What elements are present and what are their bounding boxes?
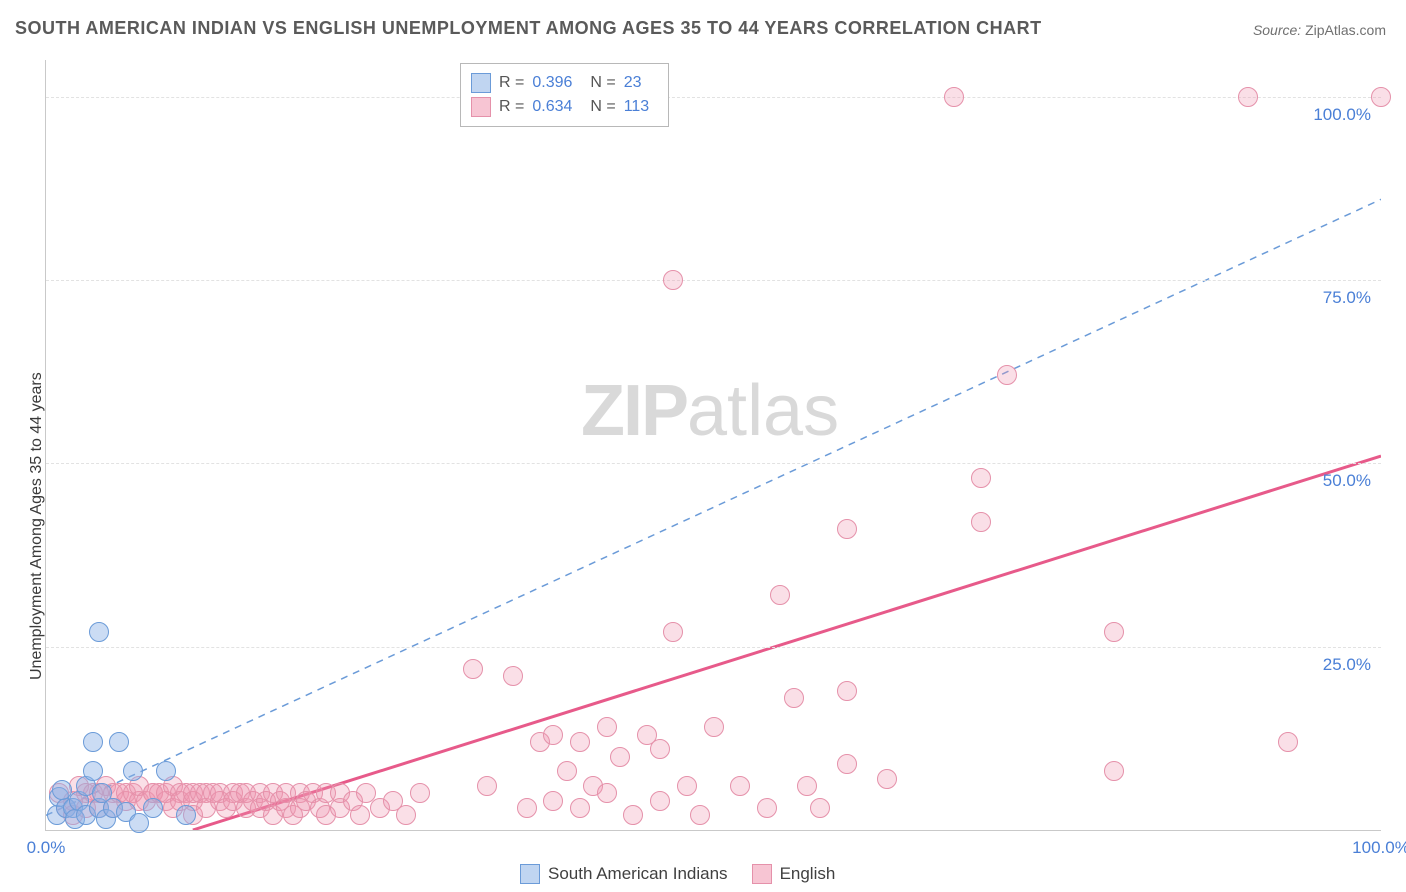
gridline [46, 280, 1381, 281]
watermark-zip: ZIP [581, 371, 687, 451]
data-point [650, 791, 670, 811]
data-point [503, 666, 523, 686]
stats-legend-row: R = 0.396 N = 23 [471, 71, 654, 95]
data-point [543, 725, 563, 745]
data-point [1278, 732, 1298, 752]
legend-swatch [752, 864, 772, 884]
data-point [350, 805, 370, 825]
data-point [597, 717, 617, 737]
data-point [517, 798, 537, 818]
x-tick-label: 0.0% [27, 838, 66, 858]
r-value: 0.396 [532, 71, 582, 95]
legend-item: South American Indians [520, 864, 728, 884]
data-point [704, 717, 724, 737]
series-legend: South American Indians English [520, 864, 835, 884]
data-point [810, 798, 830, 818]
r-label: R = [499, 71, 524, 95]
y-tick-label: 100.0% [1313, 105, 1371, 125]
scatter-plot-area: ZIPatlas 25.0%50.0%75.0%100.0%0.0%100.0% [45, 60, 1381, 831]
data-point [89, 622, 109, 642]
data-point [109, 732, 129, 752]
data-point [837, 519, 857, 539]
gridline [46, 463, 1381, 464]
data-point [597, 783, 617, 803]
data-point [396, 805, 416, 825]
data-point [797, 776, 817, 796]
data-point [650, 739, 670, 759]
data-point [143, 798, 163, 818]
legend-item: English [752, 864, 836, 884]
data-point [83, 761, 103, 781]
legend-swatch [471, 73, 491, 93]
data-point [663, 270, 683, 290]
stats-legend-box: R = 0.396 N = 23 R = 0.634 N = 113 [460, 63, 669, 127]
data-point [757, 798, 777, 818]
gridline [46, 97, 1381, 98]
data-point [543, 791, 563, 811]
x-tick-label: 100.0% [1352, 838, 1406, 858]
stats-legend-row: R = 0.634 N = 113 [471, 95, 654, 119]
r-label: R = [499, 95, 524, 119]
source-value: ZipAtlas.com [1305, 22, 1386, 38]
data-point [623, 805, 643, 825]
data-point [557, 761, 577, 781]
data-point [690, 805, 710, 825]
data-point [1104, 761, 1124, 781]
data-point [770, 585, 790, 605]
data-point [837, 681, 857, 701]
y-tick-label: 50.0% [1323, 471, 1371, 491]
n-label: N = [590, 95, 615, 119]
data-point [123, 761, 143, 781]
legend-swatch [520, 864, 540, 884]
n-value: 113 [624, 95, 654, 119]
data-point [663, 622, 683, 642]
data-point [570, 732, 590, 752]
data-point [677, 776, 697, 796]
legend-label: South American Indians [548, 864, 728, 884]
data-point [570, 798, 590, 818]
legend-swatch [471, 97, 491, 117]
data-point [877, 769, 897, 789]
source-label: Source: [1253, 22, 1301, 38]
y-tick-label: 75.0% [1323, 288, 1371, 308]
data-point [944, 87, 964, 107]
n-value: 23 [624, 71, 654, 95]
data-point [410, 783, 430, 803]
data-point [730, 776, 750, 796]
y-tick-label: 25.0% [1323, 655, 1371, 675]
data-point [463, 659, 483, 679]
source-attribution: Source: ZipAtlas.com [1253, 22, 1386, 38]
data-point [1104, 622, 1124, 642]
watermark: ZIPatlas [581, 370, 839, 452]
watermark-atlas: atlas [687, 371, 839, 451]
data-point [1371, 87, 1391, 107]
data-point [784, 688, 804, 708]
data-point [1238, 87, 1258, 107]
data-point [610, 747, 630, 767]
data-point [477, 776, 497, 796]
gridline [46, 647, 1381, 648]
data-point [176, 805, 196, 825]
chart-title: SOUTH AMERICAN INDIAN VS ENGLISH UNEMPLO… [15, 18, 1042, 39]
data-point [997, 365, 1017, 385]
y-axis-label: Unemployment Among Ages 35 to 44 years [28, 372, 46, 680]
pink-trend-line [193, 456, 1381, 830]
r-value: 0.634 [532, 95, 582, 119]
n-label: N = [590, 71, 615, 95]
trend-lines-svg [46, 60, 1381, 830]
data-point [83, 732, 103, 752]
data-point [971, 512, 991, 532]
legend-label: English [780, 864, 836, 884]
data-point [971, 468, 991, 488]
data-point [156, 761, 176, 781]
data-point [837, 754, 857, 774]
